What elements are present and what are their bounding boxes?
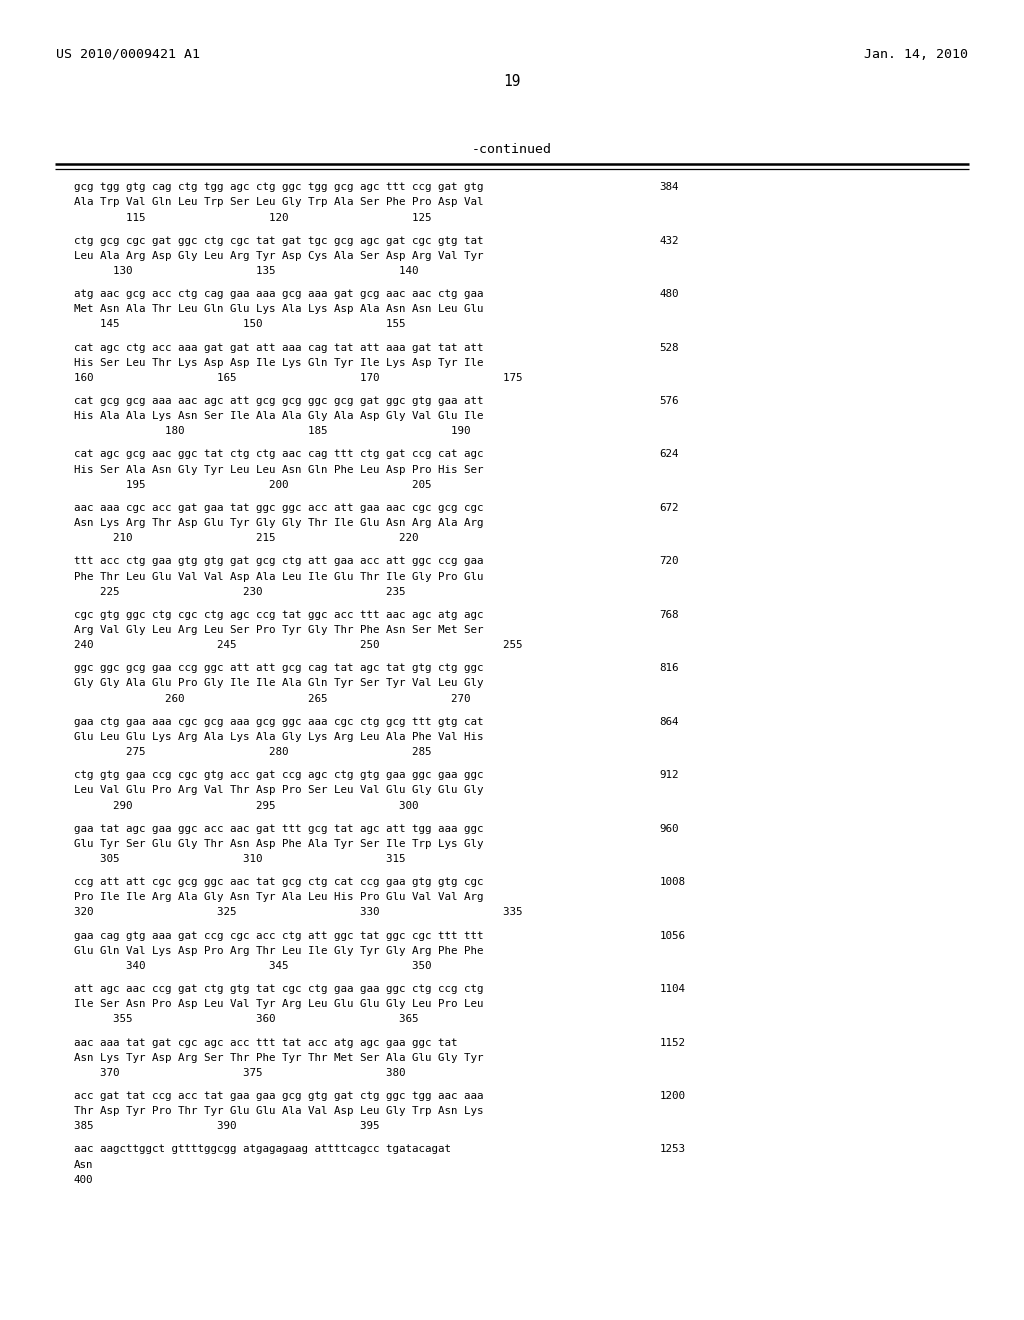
Text: Leu Ala Arg Asp Gly Leu Arg Tyr Asp Cys Ala Ser Asp Arg Val Tyr: Leu Ala Arg Asp Gly Leu Arg Tyr Asp Cys … bbox=[74, 251, 483, 261]
Text: gaa cag gtg aaa gat ccg cgc acc ctg att ggc tat ggc cgc ttt ttt: gaa cag gtg aaa gat ccg cgc acc ctg att … bbox=[74, 931, 483, 941]
Text: Leu Val Glu Pro Arg Val Thr Asp Pro Ser Leu Val Glu Gly Glu Gly: Leu Val Glu Pro Arg Val Thr Asp Pro Ser … bbox=[74, 785, 483, 796]
Text: Thr Asp Tyr Pro Thr Tyr Glu Glu Ala Val Asp Leu Gly Trp Asn Lys: Thr Asp Tyr Pro Thr Tyr Glu Glu Ala Val … bbox=[74, 1106, 483, 1117]
Text: ctg gcg cgc gat ggc ctg cgc tat gat tgc gcg agc gat cgc gtg tat: ctg gcg cgc gat ggc ctg cgc tat gat tgc … bbox=[74, 235, 483, 246]
Text: 576: 576 bbox=[659, 396, 679, 407]
Text: 160                   165                   170                   175: 160 165 170 175 bbox=[74, 372, 522, 383]
Text: His Ser Leu Thr Lys Asp Asp Ile Lys Gln Tyr Ile Lys Asp Tyr Ile: His Ser Leu Thr Lys Asp Asp Ile Lys Gln … bbox=[74, 358, 483, 368]
Text: Arg Val Gly Leu Arg Leu Ser Pro Tyr Gly Thr Phe Asn Ser Met Ser: Arg Val Gly Leu Arg Leu Ser Pro Tyr Gly … bbox=[74, 624, 483, 635]
Text: 624: 624 bbox=[659, 449, 679, 459]
Text: ccg att att cgc gcg ggc aac tat gcg ctg cat ccg gaa gtg gtg cgc: ccg att att cgc gcg ggc aac tat gcg ctg … bbox=[74, 876, 483, 887]
Text: 1253: 1253 bbox=[659, 1144, 685, 1155]
Text: -continued: -continued bbox=[472, 143, 552, 156]
Text: atg aac gcg acc ctg cag gaa aaa gcg aaa gat gcg aac aac ctg gaa: atg aac gcg acc ctg cag gaa aaa gcg aaa … bbox=[74, 289, 483, 300]
Text: US 2010/0009421 A1: US 2010/0009421 A1 bbox=[56, 48, 201, 61]
Text: Jan. 14, 2010: Jan. 14, 2010 bbox=[863, 48, 968, 61]
Text: aac aaa tat gat cgc agc acc ttt tat acc atg agc gaa ggc tat: aac aaa tat gat cgc agc acc ttt tat acc … bbox=[74, 1038, 458, 1048]
Text: 1152: 1152 bbox=[659, 1038, 685, 1048]
Text: 370                   375                   380: 370 375 380 bbox=[74, 1068, 406, 1078]
Text: Pro Ile Ile Arg Ala Gly Asn Tyr Ala Leu His Pro Glu Val Val Arg: Pro Ile Ile Arg Ala Gly Asn Tyr Ala Leu … bbox=[74, 892, 483, 903]
Text: cgc gtg ggc ctg cgc ctg agc ccg tat ggc acc ttt aac agc atg agc: cgc gtg ggc ctg cgc ctg agc ccg tat ggc … bbox=[74, 610, 483, 620]
Text: 305                   310                   315: 305 310 315 bbox=[74, 854, 406, 865]
Text: aac aaa cgc acc gat gaa tat ggc ggc acc att gaa aac cgc gcg cgc: aac aaa cgc acc gat gaa tat ggc ggc acc … bbox=[74, 503, 483, 513]
Text: 912: 912 bbox=[659, 770, 679, 780]
Text: Ile Ser Asn Pro Asp Leu Val Tyr Arg Leu Glu Glu Gly Leu Pro Leu: Ile Ser Asn Pro Asp Leu Val Tyr Arg Leu … bbox=[74, 999, 483, 1010]
Text: gaa ctg gaa aaa cgc gcg aaa gcg ggc aaa cgc ctg gcg ttt gtg cat: gaa ctg gaa aaa cgc gcg aaa gcg ggc aaa … bbox=[74, 717, 483, 727]
Text: Gly Gly Ala Glu Pro Gly Ile Ile Ala Gln Tyr Ser Tyr Val Leu Gly: Gly Gly Ala Glu Pro Gly Ile Ile Ala Gln … bbox=[74, 678, 483, 689]
Text: 816: 816 bbox=[659, 663, 679, 673]
Text: 384: 384 bbox=[659, 182, 679, 193]
Text: 672: 672 bbox=[659, 503, 679, 513]
Text: His Ser Ala Asn Gly Tyr Leu Leu Asn Gln Phe Leu Asp Pro His Ser: His Ser Ala Asn Gly Tyr Leu Leu Asn Gln … bbox=[74, 465, 483, 475]
Text: 340                   345                   350: 340 345 350 bbox=[74, 961, 431, 972]
Text: Phe Thr Leu Glu Val Val Asp Ala Leu Ile Glu Thr Ile Gly Pro Glu: Phe Thr Leu Glu Val Val Asp Ala Leu Ile … bbox=[74, 572, 483, 582]
Text: 432: 432 bbox=[659, 235, 679, 246]
Text: acc gat tat ccg acc tat gaa gaa gcg gtg gat ctg ggc tgg aac aaa: acc gat tat ccg acc tat gaa gaa gcg gtg … bbox=[74, 1090, 483, 1101]
Text: 1104: 1104 bbox=[659, 983, 685, 994]
Text: ctg gtg gaa ccg cgc gtg acc gat ccg agc ctg gtg gaa ggc gaa ggc: ctg gtg gaa ccg cgc gtg acc gat ccg agc … bbox=[74, 770, 483, 780]
Text: 400: 400 bbox=[74, 1175, 93, 1185]
Text: att agc aac ccg gat ctg gtg tat cgc ctg gaa gaa ggc ctg ccg ctg: att agc aac ccg gat ctg gtg tat cgc ctg … bbox=[74, 983, 483, 994]
Text: cat agc ctg acc aaa gat gat att aaa cag tat att aaa gat tat att: cat agc ctg acc aaa gat gat att aaa cag … bbox=[74, 342, 483, 352]
Text: 1056: 1056 bbox=[659, 931, 685, 941]
Text: Glu Gln Val Lys Asp Pro Arg Thr Leu Ile Gly Tyr Gly Arg Phe Phe: Glu Gln Val Lys Asp Pro Arg Thr Leu Ile … bbox=[74, 945, 483, 956]
Text: 145                   150                   155: 145 150 155 bbox=[74, 319, 406, 330]
Text: 130                   135                   140: 130 135 140 bbox=[74, 265, 418, 276]
Text: 768: 768 bbox=[659, 610, 679, 620]
Text: Asn Lys Arg Thr Asp Glu Tyr Gly Gly Thr Ile Glu Asn Arg Ala Arg: Asn Lys Arg Thr Asp Glu Tyr Gly Gly Thr … bbox=[74, 517, 483, 528]
Text: 1200: 1200 bbox=[659, 1090, 685, 1101]
Text: 275                   280                   285: 275 280 285 bbox=[74, 747, 431, 758]
Text: Met Asn Ala Thr Leu Gln Glu Lys Ala Lys Asp Ala Asn Asn Leu Glu: Met Asn Ala Thr Leu Gln Glu Lys Ala Lys … bbox=[74, 304, 483, 314]
Text: cat agc gcg aac ggc tat ctg ctg aac cag ttt ctg gat ccg cat agc: cat agc gcg aac ggc tat ctg ctg aac cag … bbox=[74, 449, 483, 459]
Text: His Ala Ala Lys Asn Ser Ile Ala Ala Gly Ala Asp Gly Val Glu Ile: His Ala Ala Lys Asn Ser Ile Ala Ala Gly … bbox=[74, 411, 483, 421]
Text: 528: 528 bbox=[659, 342, 679, 352]
Text: 19: 19 bbox=[503, 74, 521, 88]
Text: 225                   230                   235: 225 230 235 bbox=[74, 586, 406, 597]
Text: 480: 480 bbox=[659, 289, 679, 300]
Text: 260                   265                   270: 260 265 270 bbox=[74, 693, 470, 704]
Text: 1008: 1008 bbox=[659, 876, 685, 887]
Text: 960: 960 bbox=[659, 824, 679, 834]
Text: aac aagcttggct gttttggcgg atgagagaag attttcagcc tgatacagat: aac aagcttggct gttttggcgg atgagagaag att… bbox=[74, 1144, 451, 1155]
Text: 210                   215                   220: 210 215 220 bbox=[74, 533, 418, 544]
Text: 864: 864 bbox=[659, 717, 679, 727]
Text: 320                   325                   330                   335: 320 325 330 335 bbox=[74, 907, 522, 917]
Text: 195                   200                   205: 195 200 205 bbox=[74, 479, 431, 490]
Text: 290                   295                   300: 290 295 300 bbox=[74, 800, 418, 810]
Text: 240                   245                   250                   255: 240 245 250 255 bbox=[74, 640, 522, 651]
Text: 355                   360                   365: 355 360 365 bbox=[74, 1014, 418, 1024]
Text: Asn Lys Tyr Asp Arg Ser Thr Phe Tyr Thr Met Ser Ala Glu Gly Tyr: Asn Lys Tyr Asp Arg Ser Thr Phe Tyr Thr … bbox=[74, 1052, 483, 1063]
Text: Ala Trp Val Gln Leu Trp Ser Leu Gly Trp Ala Ser Phe Pro Asp Val: Ala Trp Val Gln Leu Trp Ser Leu Gly Trp … bbox=[74, 197, 483, 207]
Text: gaa tat agc gaa ggc acc aac gat ttt gcg tat agc att tgg aaa ggc: gaa tat agc gaa ggc acc aac gat ttt gcg … bbox=[74, 824, 483, 834]
Text: cat gcg gcg aaa aac agc att gcg gcg ggc gcg gat ggc gtg gaa att: cat gcg gcg aaa aac agc att gcg gcg ggc … bbox=[74, 396, 483, 407]
Text: Glu Tyr Ser Glu Gly Thr Asn Asp Phe Ala Tyr Ser Ile Trp Lys Gly: Glu Tyr Ser Glu Gly Thr Asn Asp Phe Ala … bbox=[74, 838, 483, 849]
Text: ttt acc ctg gaa gtg gtg gat gcg ctg att gaa acc att ggc ccg gaa: ttt acc ctg gaa gtg gtg gat gcg ctg att … bbox=[74, 556, 483, 566]
Text: ggc ggc gcg gaa ccg ggc att att gcg cag tat agc tat gtg ctg ggc: ggc ggc gcg gaa ccg ggc att att gcg cag … bbox=[74, 663, 483, 673]
Text: 720: 720 bbox=[659, 556, 679, 566]
Text: 180                   185                   190: 180 185 190 bbox=[74, 426, 470, 437]
Text: Glu Leu Glu Lys Arg Ala Lys Ala Gly Lys Arg Leu Ala Phe Val His: Glu Leu Glu Lys Arg Ala Lys Ala Gly Lys … bbox=[74, 731, 483, 742]
Text: Asn: Asn bbox=[74, 1159, 93, 1170]
Text: gcg tgg gtg cag ctg tgg agc ctg ggc tgg gcg agc ttt ccg gat gtg: gcg tgg gtg cag ctg tgg agc ctg ggc tgg … bbox=[74, 182, 483, 193]
Text: 385                   390                   395: 385 390 395 bbox=[74, 1121, 379, 1131]
Text: 115                   120                   125: 115 120 125 bbox=[74, 213, 431, 223]
